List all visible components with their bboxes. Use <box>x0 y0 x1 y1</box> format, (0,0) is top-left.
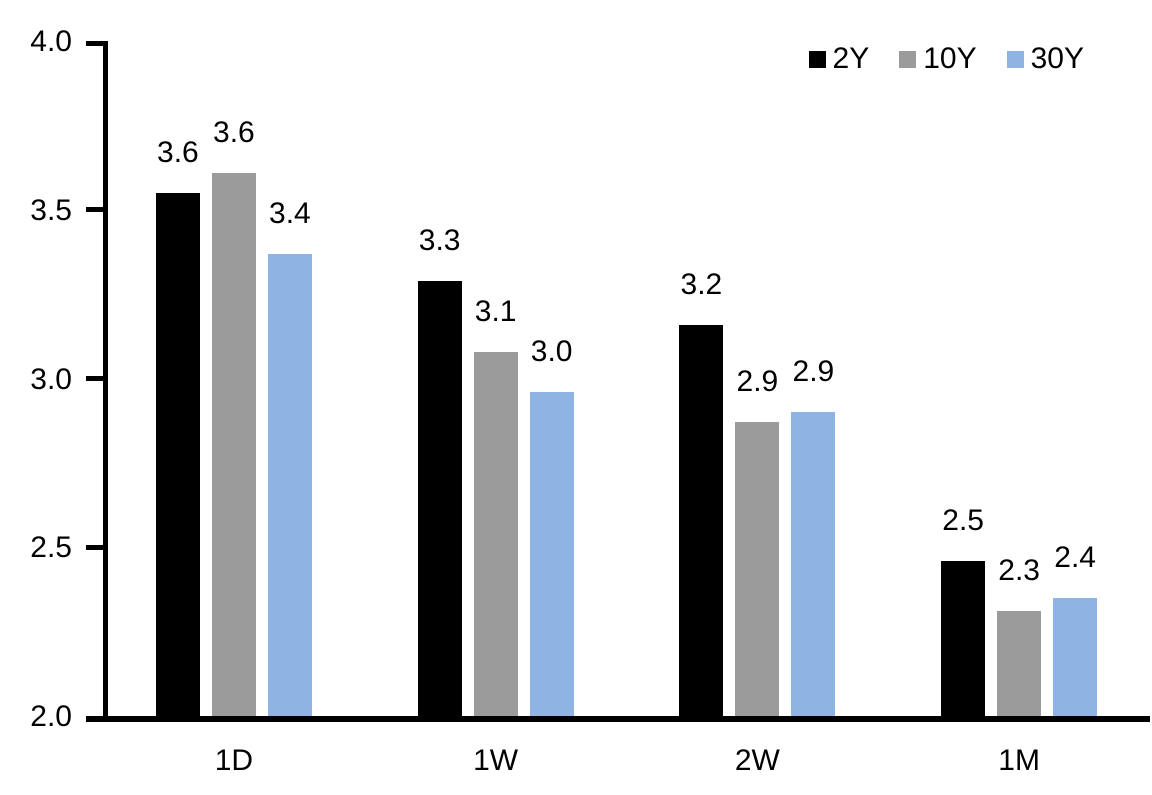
y-tick-label-4.0: 4.0 <box>30 25 72 58</box>
legend-swatch-10y-icon <box>899 50 917 68</box>
bar-label-2y-2w: 3.2 <box>680 267 723 301</box>
bar-10y-1d <box>211 172 256 716</box>
bar-label-10y-1d: 3.6 <box>213 115 255 149</box>
bar-30y-2w <box>791 412 836 716</box>
y-tick-mark-4.0 <box>86 41 103 46</box>
y-tick-mark-3.5 <box>86 207 103 213</box>
bar-label-30y-1d: 3.4 <box>269 196 311 230</box>
legend-item-30y: 30Y <box>1006 42 1084 75</box>
y-tick-label-2.5: 2.5 <box>30 531 72 565</box>
bar-10y-2w <box>735 422 780 716</box>
legend: 2Y 10Y 30Y <box>808 42 1084 75</box>
bar-2y-1m <box>941 560 986 716</box>
bar-label-10y-1m: 2.3 <box>998 554 1040 588</box>
bar-label-10y-2w: 2.9 <box>736 365 779 399</box>
legend-item-2y: 2Y <box>808 42 870 75</box>
bar-30y-1d <box>267 253 312 716</box>
y-tick-label-3.5: 3.5 <box>30 193 72 227</box>
x-axis-label-1w: 1W <box>473 744 519 777</box>
legend-swatch-30y-icon <box>1006 50 1024 68</box>
y-tick-mark-3.0 <box>86 376 103 381</box>
bar-label-30y-2w: 2.9 <box>792 355 835 389</box>
bar-2y-1d <box>155 192 200 716</box>
legend-swatch-2y-icon <box>808 50 826 68</box>
bar-10y-1w <box>473 351 518 716</box>
legend-label-10y: 10Y <box>923 42 977 75</box>
x-axis-label-2w: 2W <box>734 744 780 777</box>
legend-label-2y: 2Y <box>832 42 870 75</box>
y-axis-line <box>103 41 108 722</box>
bar-10y-1m <box>997 611 1042 716</box>
y-tick-label-3.0: 3.0 <box>30 362 72 396</box>
bar-label-2y-1m: 2.5 <box>942 503 984 537</box>
x-axis-label-1d: 1D <box>214 744 254 777</box>
bar-30y-1m <box>1053 597 1098 716</box>
bar-label-10y-1w: 3.1 <box>474 294 517 328</box>
x-axis-label-1m: 1M <box>998 744 1040 777</box>
bar-2y-2w <box>679 324 724 716</box>
legend-item-10y: 10Y <box>899 42 977 75</box>
x-axis-line <box>86 716 1150 722</box>
bar-label-30y-1m: 2.4 <box>1054 540 1096 574</box>
bar-30y-1w <box>529 392 574 716</box>
bar-label-30y-1w: 3.0 <box>530 335 573 368</box>
legend-label-30y: 30Y <box>1030 42 1084 75</box>
y-tick-label-2.0: 2.0 <box>30 700 72 733</box>
bar-2y-1w <box>417 280 462 716</box>
y-tick-mark-2.5 <box>86 544 103 550</box>
bar-label-2y-1w: 3.3 <box>418 223 461 257</box>
bar-label-2y-1d: 3.6 <box>157 135 199 169</box>
